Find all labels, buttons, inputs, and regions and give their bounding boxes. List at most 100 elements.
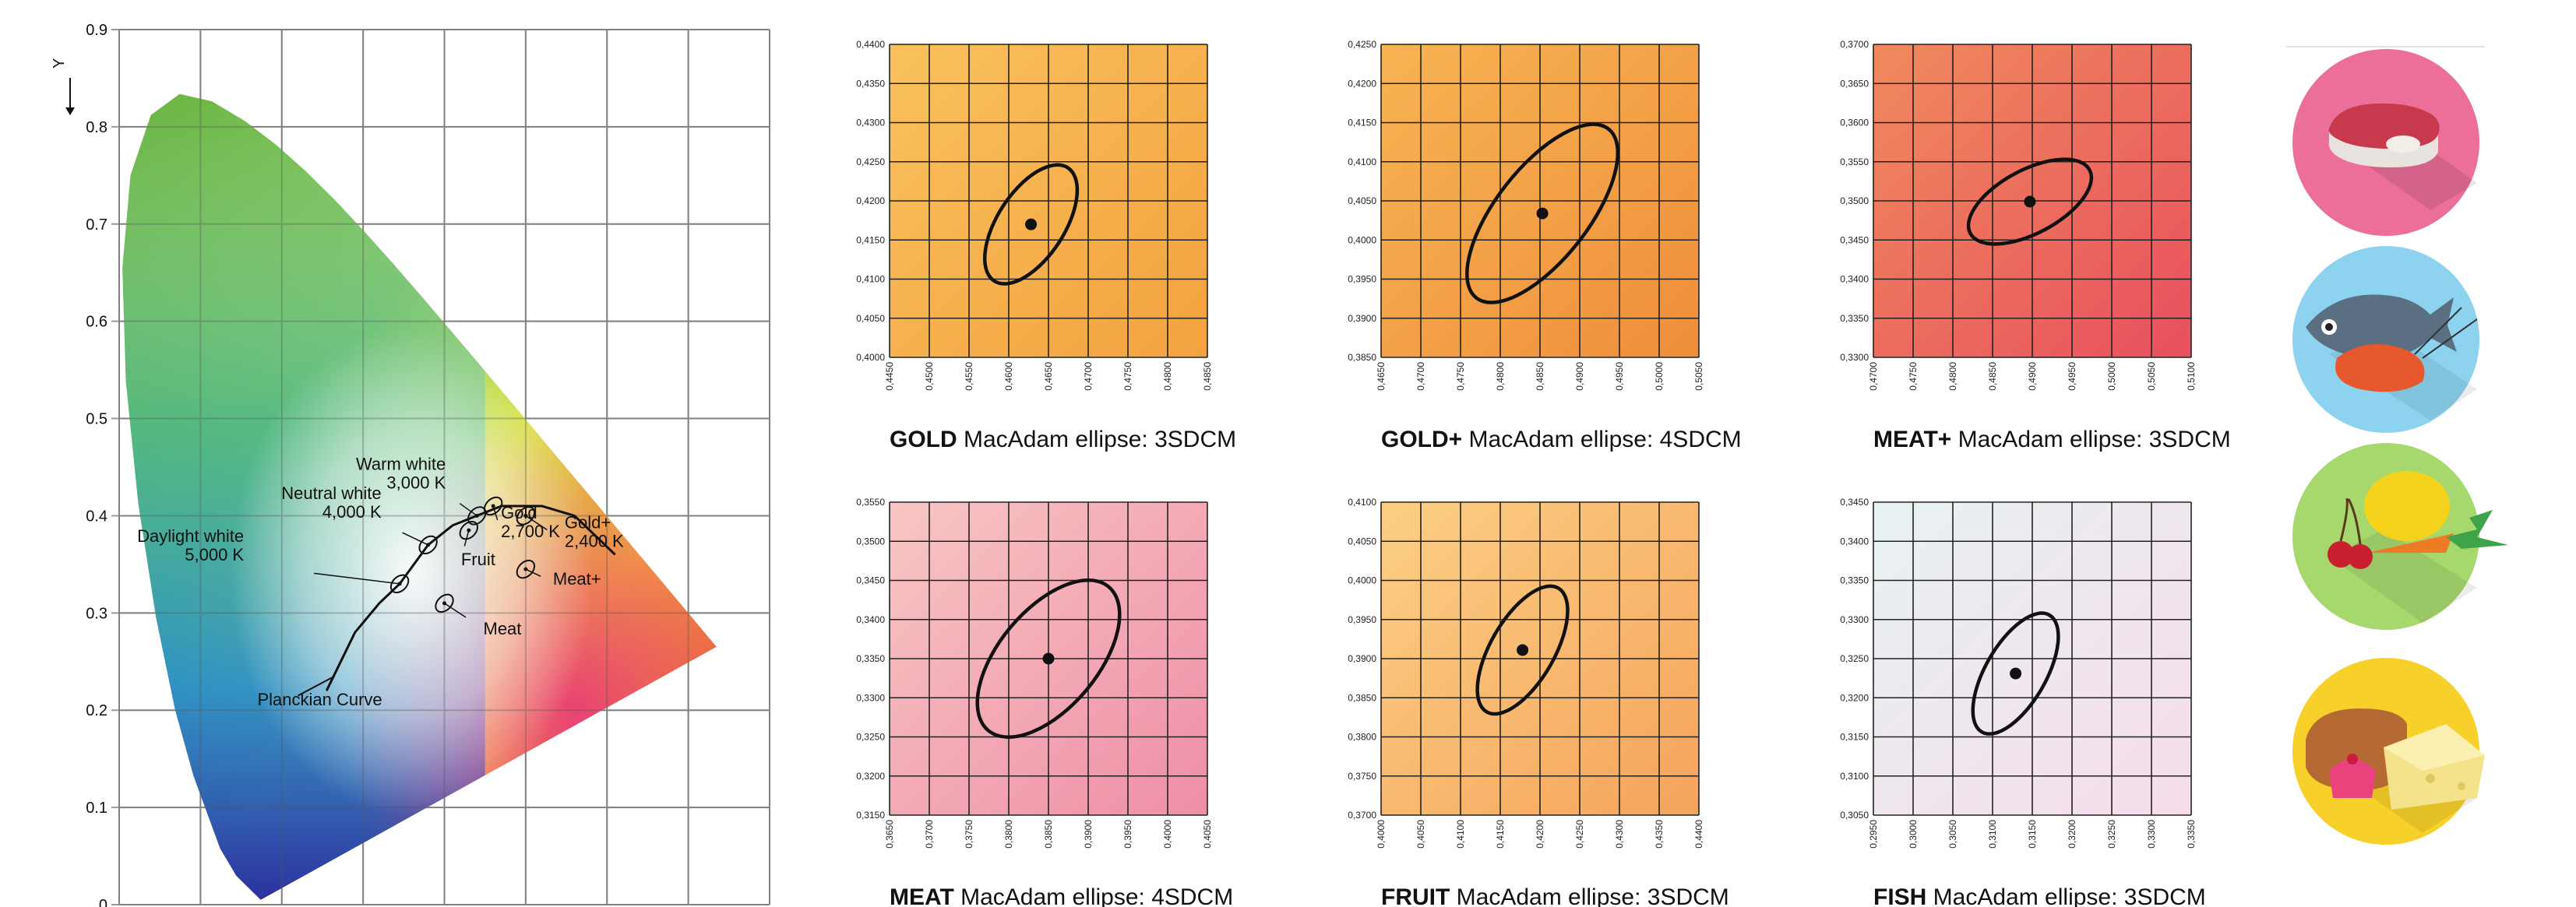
y-tick-label: 0,4000 bbox=[1348, 234, 1376, 245]
macadam-ellipse bbox=[1971, 611, 2060, 736]
caption-text: MacAdam ellipse: 3SDCM bbox=[957, 427, 1236, 452]
ellipse-chart-meat: 0,3150 0,3200 0,3250 0,3300 0,3350 0,3400 0,34… bbox=[856, 497, 1233, 907]
center-point bbox=[2024, 195, 2036, 208]
x-tick-label: 0,4750 bbox=[1908, 362, 1919, 391]
x-tick-label: 0,4050 bbox=[1415, 820, 1426, 849]
x-tick-label: 0,3300 bbox=[2146, 820, 2157, 849]
x-tick-label: 0,3000 bbox=[1908, 820, 1919, 849]
x-tick-label: 0,5050 bbox=[1693, 362, 1704, 391]
x-tick-label: 0,3950 bbox=[1122, 820, 1133, 849]
x-tick-label: 0,4450 bbox=[884, 362, 895, 391]
y-tick-label: 0,4250 bbox=[1348, 39, 1376, 50]
x-tick-label: 0,4300 bbox=[1614, 820, 1625, 849]
caption-text: MacAdam ellipse: 4SDCM bbox=[954, 884, 1233, 907]
y-tick-label: 0,4100 bbox=[1348, 497, 1376, 508]
y-tick-label: 0,3700 bbox=[1840, 39, 1869, 50]
y-tick-label: 0,4350 bbox=[856, 78, 885, 89]
x-tick-label: 0,4250 bbox=[1574, 820, 1585, 849]
x-tick-label: 0,4950 bbox=[2067, 362, 2077, 391]
macadam-ellipse bbox=[1475, 584, 1570, 716]
y-tick-label: 0,3400 bbox=[856, 614, 885, 625]
cie-y-tick: 0 bbox=[99, 897, 107, 907]
x-tick-label: 0,4700 bbox=[1868, 362, 1879, 391]
y-tick-label: 0,4000 bbox=[856, 352, 885, 363]
ellipse-chart-caption: GOLD+ MacAdam ellipse: 4SDCM bbox=[1381, 427, 1742, 452]
x-tick-label: 0,4850 bbox=[1987, 362, 1998, 391]
cie-y-tick-labels: 0 0.1 0.2 0.3 0.4 0.5 0.6 0.7 0.8 0.9 bbox=[86, 22, 107, 907]
y-tick-label: 0,3200 bbox=[1840, 692, 1869, 703]
ellipse-chart-gold: 0,4000 0,4050 0,4100 0,4150 0,4200 0,4250 0,43… bbox=[856, 39, 1236, 452]
cie-point-ellipse bbox=[516, 506, 536, 526]
cie-grid-overlay bbox=[118, 29, 770, 905]
y-tick-label: 0,4050 bbox=[1348, 536, 1376, 547]
cie-y-tick: 0.1 bbox=[86, 800, 107, 817]
y-tick-label: 0,3300 bbox=[1840, 614, 1869, 625]
x-tick-label: 0,4800 bbox=[1162, 362, 1173, 391]
x-tick-label: 0,4150 bbox=[1495, 820, 1506, 849]
cie-y-tick: 0.6 bbox=[86, 314, 107, 331]
ellipse-chart-caption: GOLD MacAdam ellipse: 3SDCM bbox=[890, 427, 1236, 452]
macadam-ellipse-charts: 0,4000 0,4050 0,4100 0,4150 0,4200 0,4250 0,43… bbox=[856, 39, 2230, 907]
cie-point-ellipse bbox=[389, 574, 410, 594]
cie-point-label: Meat+ bbox=[553, 569, 601, 589]
y-tick-label: 0,3250 bbox=[1840, 653, 1869, 664]
y-tick-label: 0,4200 bbox=[856, 195, 885, 206]
x-tick-label: 0,2950 bbox=[1868, 820, 1879, 849]
ellipse-chart-meat-plus: 0,3300 0,3350 0,3400 0,3450 0,3500 0,3550 0,36… bbox=[1840, 39, 2230, 452]
x-tick-label: 0,4850 bbox=[1202, 362, 1213, 391]
x-tick-label: 0,3750 bbox=[964, 820, 974, 849]
y-tick-label: 0,3450 bbox=[856, 575, 885, 586]
x-tick-label: 0,4100 bbox=[1455, 820, 1466, 849]
y-tick-label: 0,3900 bbox=[1348, 313, 1376, 324]
ellipse-chart-fruit: 0,3700 0,3750 0,3800 0,3850 0,3900 0,3950 0,40… bbox=[1348, 497, 1728, 907]
y-tick-label: 0,3850 bbox=[1348, 692, 1376, 703]
x-tick-label: 0,5100 bbox=[2186, 362, 2197, 391]
y-tick-label: 0,3450 bbox=[1840, 234, 1869, 245]
cie-point-label: Daylight white 5,000 K bbox=[137, 526, 244, 564]
x-tick-label: 0,3150 bbox=[2027, 820, 2038, 849]
y-tick-label: 0,3300 bbox=[1840, 352, 1869, 363]
y-tick-label: 0,3900 bbox=[1348, 653, 1376, 664]
y-tick-label: 0,3650 bbox=[1840, 78, 1869, 89]
center-point bbox=[1025, 218, 1038, 230]
center-point bbox=[1042, 652, 1055, 665]
cie-point-label: Neutral white 4,000 K bbox=[281, 483, 382, 522]
y-tick-label: 0,3350 bbox=[1840, 313, 1869, 324]
y-tick-label: 0,3150 bbox=[856, 810, 885, 821]
y-tick-label: 0,3700 bbox=[1348, 810, 1376, 821]
x-tick-label: 0,4350 bbox=[1654, 820, 1665, 849]
bakery-icon bbox=[2292, 658, 2485, 845]
macadam-ellipse bbox=[1465, 122, 1620, 304]
y-tick-label: 0,4050 bbox=[856, 313, 885, 324]
x-tick-label: 0,3250 bbox=[2106, 820, 2117, 849]
y-tick-label: 0,4100 bbox=[1348, 156, 1376, 167]
x-tick-label: 0,5000 bbox=[1654, 362, 1665, 391]
center-point bbox=[1536, 207, 1549, 220]
cie-point-ellipse bbox=[483, 496, 503, 516]
caption-category: FRUIT bbox=[1381, 884, 1450, 907]
y-tick-label: 0,3400 bbox=[1840, 274, 1869, 285]
x-tick-label: 0,3050 bbox=[1947, 820, 1958, 849]
x-tick-label: 0,3700 bbox=[924, 820, 935, 849]
x-tick-label: 0,5000 bbox=[2106, 362, 2117, 391]
x-tick-label: 0,4700 bbox=[1415, 362, 1426, 391]
cie-point-ellipse bbox=[435, 593, 454, 613]
x-tick-label: 0,4650 bbox=[1043, 362, 1054, 391]
x-tick-label: 0,5050 bbox=[2146, 362, 2157, 391]
caption-category: GOLD bbox=[890, 427, 957, 452]
x-tick-label: 0,4000 bbox=[1376, 820, 1387, 849]
x-tick-label: 0,4900 bbox=[1574, 362, 1585, 391]
cie-point-label: Meat bbox=[484, 619, 522, 638]
fish-icon bbox=[2292, 246, 2479, 433]
ellipse-chart-caption: MEAT MacAdam ellipse: 4SDCM bbox=[890, 884, 1233, 907]
x-tick-label: 0,4050 bbox=[1202, 820, 1213, 849]
ellipse-chart-caption: FISH MacAdam ellipse: 3SDCM bbox=[1873, 884, 2206, 907]
caption-text: MacAdam ellipse: 3SDCM bbox=[1450, 884, 1728, 907]
planckian-curve bbox=[325, 504, 616, 691]
category-icons bbox=[2286, 46, 2508, 845]
ellipse-chart-gold-plus: 0,3850 0,3900 0,3950 0,4000 0,4050 0,4100 0,41… bbox=[1348, 39, 1741, 452]
x-tick-label: 0,3650 bbox=[884, 820, 895, 849]
cie-y-tick: 0.5 bbox=[86, 411, 107, 428]
cie-y-tick: 0.2 bbox=[86, 702, 107, 719]
